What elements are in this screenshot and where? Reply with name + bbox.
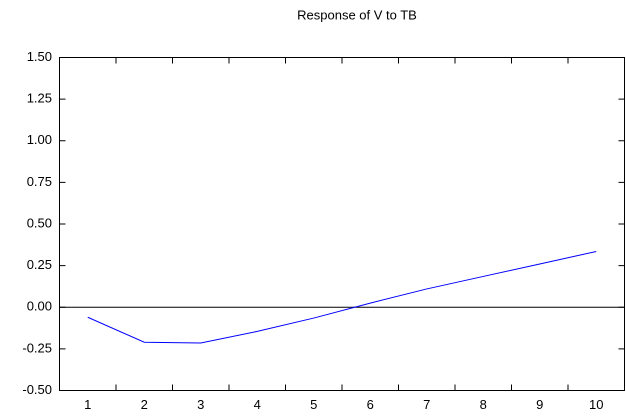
y-tick-label: 0.00 (27, 299, 52, 314)
chart-title: Response of V to TB (297, 7, 417, 22)
x-tick-label: 9 (536, 397, 543, 412)
x-tick-label: 4 (254, 397, 261, 412)
plot-frame (59, 57, 625, 391)
x-tick-label: 2 (141, 397, 148, 412)
y-tick-label: 1.25 (27, 91, 52, 106)
x-tick-label: 3 (197, 397, 204, 412)
y-tick-label: 0.75 (27, 174, 52, 189)
x-tick-label: 8 (480, 397, 487, 412)
x-tick-label: 6 (367, 397, 374, 412)
x-tick-label: 10 (589, 397, 603, 412)
y-tick-label: 1.00 (27, 132, 52, 147)
x-tick-label: 7 (423, 397, 430, 412)
y-tick-label: -0.50 (22, 382, 52, 397)
line-series (87, 250, 597, 344)
y-tick-label: 0.50 (27, 215, 52, 230)
y-tick-label: -0.25 (22, 340, 52, 355)
x-tick-label: 1 (84, 397, 91, 412)
x-tick-label: 5 (310, 397, 317, 412)
y-tick-label: 0.25 (27, 257, 52, 272)
y-tick-label: 1.50 (27, 49, 52, 64)
